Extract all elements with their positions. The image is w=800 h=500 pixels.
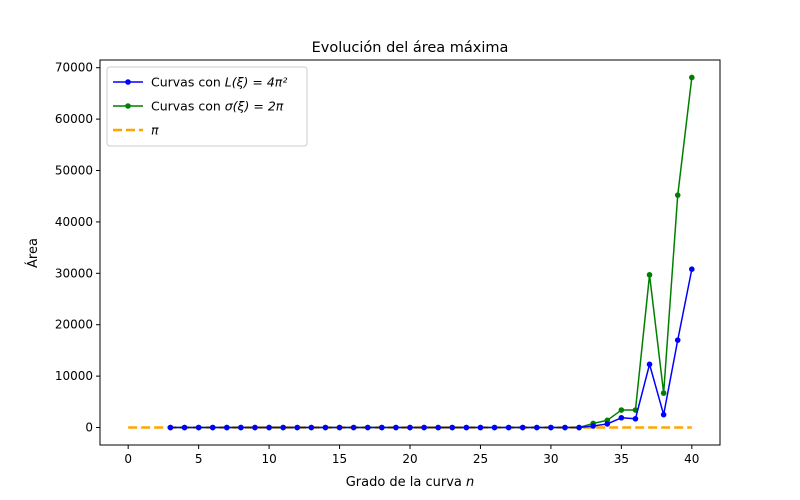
series-0-point (674, 337, 681, 343)
x-axis-label-variable: n (466, 475, 474, 490)
legend-label-text: Curvas con (151, 99, 225, 114)
x-tick-label: 20 (402, 452, 417, 466)
series-0-point (477, 424, 484, 431)
series-0-point (421, 424, 427, 431)
series-1-point (689, 74, 695, 81)
series-0-point (463, 424, 470, 431)
x-tick-label: 35 (614, 452, 629, 466)
series-line-0 (170, 269, 693, 429)
legend-label-math: σ(ξ) = 2π (225, 99, 284, 114)
series-0-point (491, 424, 498, 431)
x-tick-label: 30 (543, 452, 558, 466)
y-tick-label: 10000 (55, 369, 93, 383)
series-1-point (618, 407, 625, 413)
series-0-point (181, 424, 188, 431)
legend-handle-marker (125, 103, 131, 109)
x-tick-label: 10 (261, 452, 276, 466)
series-0-point (294, 424, 301, 431)
y-tick-label: 40000 (55, 215, 93, 229)
series-0-point (519, 424, 526, 431)
series-0-point (266, 424, 272, 431)
y-tick-label: 70000 (55, 61, 93, 75)
legend-label-math: L(ξ) = 4π² (225, 75, 288, 90)
series-0-point (350, 424, 357, 431)
legend-label-text: Curvas con (151, 75, 225, 90)
plot-area: 0 5 10 15 20 25 30 35 40 0 10000 20000 30000 40000 500… (55, 59, 721, 466)
legend-handle-marker (125, 79, 131, 85)
series-0-point (209, 424, 216, 431)
series-0-point (505, 424, 512, 431)
x-tick-label: 5 (195, 452, 203, 466)
series-0-point (562, 424, 568, 431)
y-tick-label: 0 (85, 421, 93, 435)
series-0-point (632, 415, 639, 422)
x-tick-label: 15 (332, 452, 347, 466)
series-0-point (364, 424, 371, 431)
series-0-point (224, 424, 230, 431)
series-1-point (660, 390, 667, 396)
y-tick-label: 30000 (55, 266, 93, 280)
series-0-point (646, 361, 653, 368)
legend-label: π (151, 123, 159, 138)
series-1-point (674, 192, 681, 198)
series-0-point (548, 424, 554, 431)
x-tick-label: 40 (684, 452, 699, 466)
legend-box (106, 66, 308, 147)
legend-label-math: π (151, 123, 159, 138)
series-0-point (379, 424, 385, 431)
series-0-point (238, 424, 244, 431)
series-0-point (195, 424, 202, 431)
y-tick-label: 60000 (55, 112, 93, 126)
x-tick-label: 25 (473, 452, 488, 466)
series-0-point (336, 424, 343, 431)
series-0-point (308, 424, 315, 431)
series-0-point (393, 424, 399, 431)
series-0-point (252, 424, 258, 431)
x-axis-label-text: Grado de la curva (346, 475, 462, 490)
series-0-point (167, 424, 174, 431)
series-0-point (407, 424, 413, 431)
series-0-point (618, 414, 625, 421)
series-0-point (660, 411, 667, 418)
series-1-point (646, 272, 653, 278)
series-0-point (689, 266, 695, 273)
legend-label: Curvas con σ(ξ) = 2π (151, 99, 284, 114)
y-axis-label: Área (25, 238, 41, 268)
series-0-point (576, 424, 582, 431)
series-0-point (590, 423, 596, 429)
y-tick-label: 20000 (55, 318, 93, 332)
x-axis-label: Grado de la curva n (346, 475, 475, 490)
legend-label: Curvas con L(ξ) = 4π² (151, 75, 287, 90)
series-0-point (534, 424, 540, 431)
x-tick-label: 0 (124, 452, 132, 466)
chart-title: Evolución del área máxima (312, 40, 509, 56)
series-0-point (322, 424, 329, 431)
series-0-point (604, 421, 611, 427)
series-0-point (435, 424, 441, 431)
y-tick-label: 50000 (55, 164, 93, 178)
series-0-point (449, 424, 456, 431)
series-0-point (280, 424, 286, 431)
